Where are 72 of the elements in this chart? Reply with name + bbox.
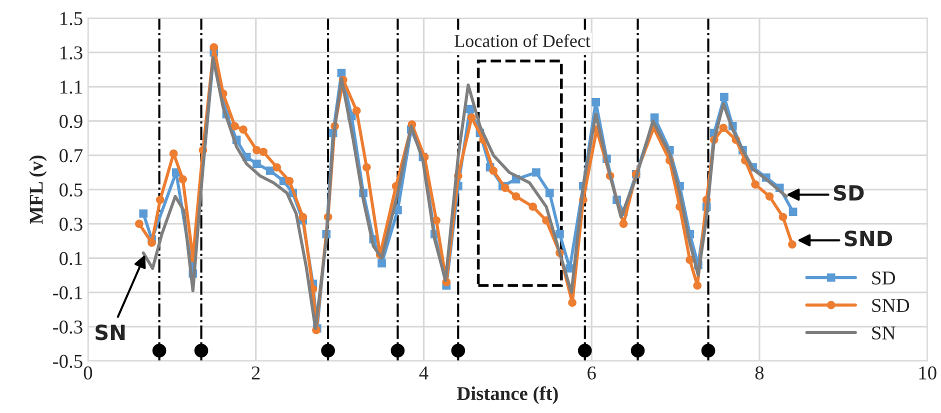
point [451, 344, 466, 358]
point [693, 281, 702, 290]
point [512, 192, 520, 201]
x-tick-label: 6 [588, 366, 596, 380]
point [556, 230, 564, 238]
y-tick-label: 1.1 [60, 80, 82, 94]
y-tick-label: 0.3 [60, 218, 82, 231]
point [528, 202, 538, 211]
point [152, 344, 166, 358]
x-tick-label: 10 [919, 366, 936, 380]
point [252, 146, 261, 154]
point [778, 212, 788, 222]
point [285, 176, 294, 186]
point [532, 168, 540, 177]
y-tick-label: 0.7 [60, 149, 83, 162]
point [272, 163, 282, 172]
annotation: SN [96, 324, 125, 340]
point [592, 98, 600, 106]
point [169, 149, 178, 158]
point [788, 208, 798, 216]
point [578, 344, 592, 358]
point [630, 344, 645, 358]
point [362, 163, 371, 172]
x-axis-title: Distance (ft) [456, 386, 558, 404]
point [178, 175, 187, 184]
point [239, 125, 248, 134]
point [720, 92, 728, 102]
point [156, 196, 164, 204]
point [765, 192, 774, 201]
legend-label: SD [872, 271, 896, 285]
point [352, 106, 361, 115]
point [788, 240, 796, 249]
point [568, 298, 576, 307]
x-tick-label: 0 [84, 366, 92, 380]
y-tick-label: 0.1 [60, 252, 82, 266]
point [148, 238, 156, 247]
y-tick-label: 0.5 [60, 183, 82, 197]
point [135, 220, 144, 228]
point [378, 259, 386, 268]
annotation: SD [834, 184, 864, 201]
point [230, 122, 240, 130]
legend-label: SND [872, 298, 910, 312]
point [489, 166, 498, 175]
y-tick-label: 0.9 [60, 114, 82, 128]
point [390, 344, 405, 358]
legend-label: SN [872, 326, 896, 340]
point [500, 184, 510, 192]
point [719, 124, 728, 132]
point [266, 166, 274, 175]
point [545, 188, 554, 198]
y-tick-label: 1.3 [60, 46, 82, 60]
x-tick-label: 8 [755, 366, 764, 380]
point [751, 180, 760, 189]
point [467, 113, 476, 122]
annotation: Location of Defect [454, 34, 590, 48]
y-tick-label: 1.5 [60, 12, 82, 26]
y-axis-title: MFL (v) [29, 156, 47, 224]
annotation: SND [844, 230, 892, 246]
x-tick-label: 4 [419, 366, 428, 380]
point [252, 160, 261, 168]
point [210, 43, 218, 52]
point [321, 344, 335, 358]
point [259, 148, 268, 156]
y-tick-label: -0.1 [53, 286, 82, 300]
point [139, 209, 148, 218]
point [701, 344, 716, 358]
point [194, 344, 208, 358]
y-tick-label: -0.5 [53, 354, 82, 368]
x-tick-label: 2 [252, 366, 260, 380]
y-tick-label: -0.3 [53, 320, 82, 334]
point [619, 220, 628, 228]
point [298, 212, 308, 222]
